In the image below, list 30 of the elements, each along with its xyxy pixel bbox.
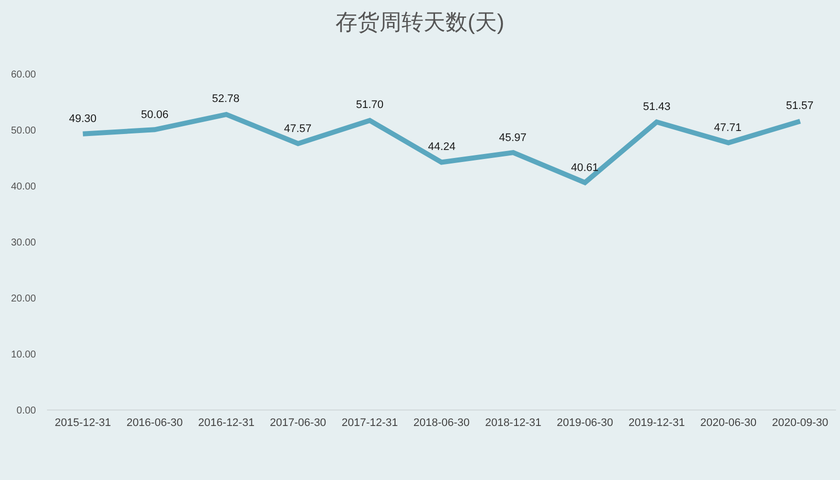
data-label: 40.61 bbox=[571, 162, 599, 174]
data-label: 51.43 bbox=[643, 101, 671, 113]
y-tick-label: 10.00 bbox=[10, 350, 36, 360]
y-tick-label: 20.00 bbox=[10, 294, 36, 304]
data-label: 45.97 bbox=[499, 132, 527, 144]
x-tick-label: 2020-06-30 bbox=[700, 417, 757, 429]
y-tick-label: 30.00 bbox=[10, 238, 36, 248]
data-label: 52.78 bbox=[212, 93, 240, 105]
data-label: 47.71 bbox=[714, 122, 742, 134]
data-label: 51.70 bbox=[356, 99, 384, 111]
x-tick-label: 2016-06-30 bbox=[126, 417, 183, 429]
y-tick-label: 60.00 bbox=[10, 70, 36, 80]
x-tick-label: 2018-06-30 bbox=[413, 417, 470, 429]
chart-title: 存货周转天数(天) bbox=[336, 9, 504, 34]
x-tick-label: 2017-12-31 bbox=[342, 417, 398, 429]
y-tick-label: 0.00 bbox=[16, 406, 36, 416]
data-label: 47.57 bbox=[284, 123, 312, 135]
x-tick-label: 2019-12-31 bbox=[628, 417, 685, 429]
x-tick-label: 2015-12-31 bbox=[54, 417, 111, 429]
data-label: 50.06 bbox=[141, 109, 169, 121]
data-label: 49.30 bbox=[69, 113, 97, 125]
x-tick-label: 2019-06-30 bbox=[556, 417, 614, 429]
y-tick-label: 40.00 bbox=[10, 182, 36, 192]
x-tick-label: 2017-06-30 bbox=[270, 417, 326, 429]
x-tick-label: 2020-09-30 bbox=[772, 417, 828, 429]
x-tick-label: 2016-12-31 bbox=[198, 417, 254, 429]
x-tick-label: 2018-12-31 bbox=[485, 417, 542, 429]
data-label: 44.24 bbox=[428, 141, 456, 153]
y-tick-label: 50.00 bbox=[10, 126, 36, 136]
data-label: 51.57 bbox=[786, 100, 814, 112]
